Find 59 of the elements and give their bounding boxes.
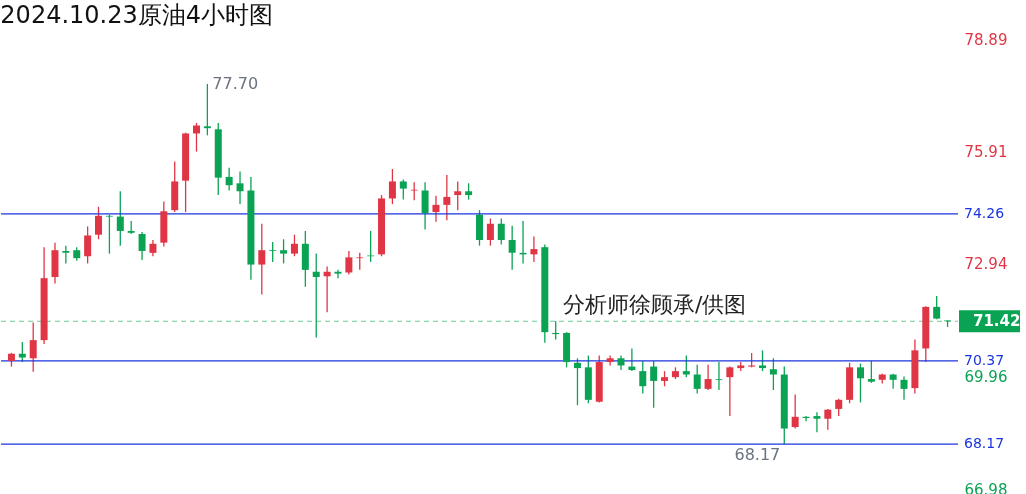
candlestick (497, 217, 505, 246)
candlestick (454, 180, 462, 211)
ref-line-label: 71.42 (973, 312, 1021, 331)
candlestick (867, 360, 875, 384)
candlestick (900, 375, 908, 401)
y-tick-label: 72.94 (964, 255, 1008, 274)
candlestick (269, 241, 277, 263)
candlestick (29, 321, 37, 373)
candlestick (410, 181, 418, 201)
candlestick (508, 225, 516, 271)
candlestick (726, 365, 734, 417)
candlestick (345, 250, 353, 276)
candlestick (280, 238, 288, 265)
candlestick (290, 234, 298, 257)
candlestick (791, 393, 799, 430)
annotation: 77.70 (212, 73, 259, 93)
candlestick (258, 223, 266, 296)
candlestick (138, 231, 146, 261)
candlestick (813, 411, 821, 433)
candlestick (650, 360, 658, 409)
candlestick (84, 225, 92, 265)
candlestick (312, 252, 320, 339)
candlestick (573, 357, 581, 406)
ref-line-label: 70.37 (964, 351, 1005, 368)
candlestick (116, 190, 124, 247)
chart-title: 2024.10.23原油4小时图 (0, 1, 274, 29)
candlestick (421, 181, 429, 231)
candlestick (203, 83, 211, 136)
candlestick (236, 170, 244, 205)
candlestick (399, 178, 407, 201)
candlestick (693, 364, 701, 395)
candlestick (367, 230, 375, 263)
candlestick (682, 354, 690, 378)
candlestick (759, 349, 767, 372)
y-tick-label: 69.96 (964, 367, 1008, 386)
candlestick (704, 364, 712, 391)
candlestick (639, 360, 647, 395)
candlestick (225, 167, 233, 192)
y-tick-label: 66.98 (964, 480, 1008, 494)
candlestick (889, 373, 897, 390)
ref-line-label: 74.26 (964, 204, 1005, 221)
candlestick (486, 217, 494, 247)
y-tick-label: 75.91 (964, 143, 1008, 162)
candlestick (769, 357, 777, 391)
candlestick (62, 245, 70, 265)
candlestick (334, 269, 342, 279)
candlestick (388, 168, 396, 205)
candlestick (530, 235, 538, 263)
candlestick (443, 174, 451, 222)
candlestick (105, 214, 113, 255)
candlestick (95, 206, 103, 240)
annotation: 68.17 (734, 445, 781, 465)
candlestick (856, 362, 864, 404)
annotation: 分析师徐顾承/供图 (563, 292, 747, 317)
ref-line-label: 68.17 (964, 435, 1005, 452)
candlestick (715, 361, 723, 391)
y-tick-label: 78.89 (964, 30, 1008, 49)
candlestick (432, 195, 440, 223)
candlestick (824, 408, 832, 431)
